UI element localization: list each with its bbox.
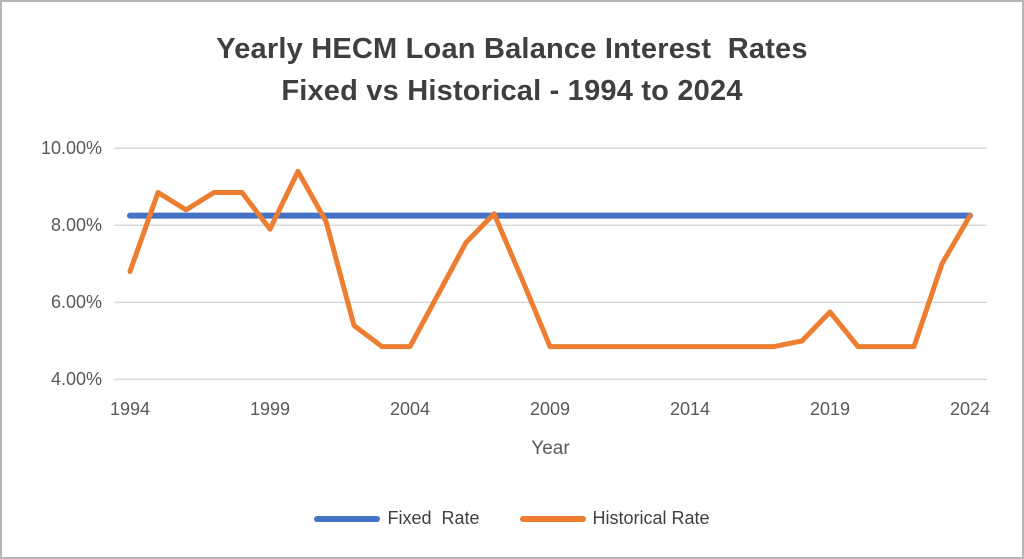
x-tick-label: 2009 bbox=[529, 399, 571, 419]
x-tick-label: 2024 bbox=[949, 399, 991, 419]
historical-rate-line-swatch bbox=[519, 515, 586, 522]
y-tick-label: 6.00% bbox=[50, 292, 102, 313]
chart-title: Yearly HECM Loan Balance Interest Rates bbox=[216, 33, 808, 65]
legend: Fixed Rate Historical Rate bbox=[2, 508, 1022, 529]
legend-item-fixed-rate: Fixed Rate bbox=[314, 508, 480, 529]
historical-rate-line bbox=[127, 168, 973, 350]
x-tick-label: 2014 bbox=[669, 399, 711, 419]
x-tick-label: 2004 bbox=[389, 399, 431, 419]
chart-title-block: Yearly HECM Loan Balance Interest Rates … bbox=[2, 28, 1022, 112]
chart-subtitle: Fixed vs Historical - 1994 to 2024 bbox=[281, 75, 743, 107]
x-tick-label: 2019 bbox=[809, 399, 851, 419]
y-tick-label: 8.00% bbox=[50, 215, 102, 236]
y-tick-label: 4.00% bbox=[50, 369, 102, 390]
x-tick-label: 1999 bbox=[249, 399, 291, 419]
x-axis-title: Year bbox=[531, 438, 570, 459]
legend-label-historical-rate: Historical Rate bbox=[592, 508, 710, 528]
x-tick-label: 1994 bbox=[109, 399, 151, 419]
fixed-rate-line-swatch bbox=[314, 515, 381, 522]
legend-item-historical-rate: Historical Rate bbox=[519, 508, 710, 529]
y-tick-label: 10.00% bbox=[40, 138, 102, 159]
legend-label-fixed-rate: Fixed Rate bbox=[387, 508, 480, 528]
